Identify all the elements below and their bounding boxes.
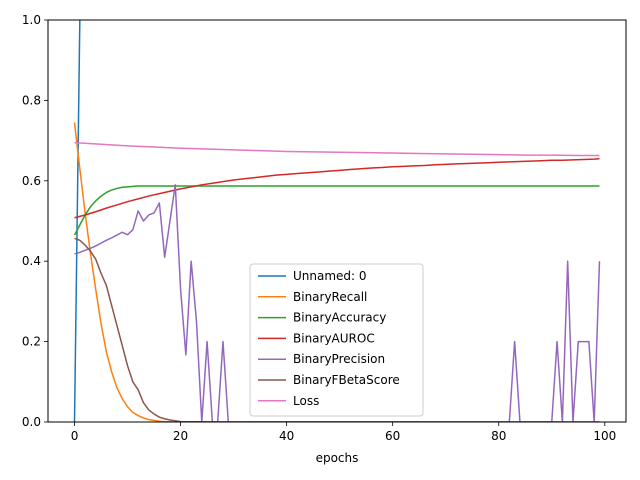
legend-label: BinaryPrecision [293,352,385,366]
series-line-2 [73,185,600,236]
x-tick-label: 20 [173,429,188,443]
series-line-5 [74,237,600,422]
y-tick-label: 1.0 [22,13,41,27]
series-line-6 [74,141,600,157]
legend: Unnamed: 0 BinaryRecall BinaryAccuracy Bina… [249,263,424,417]
x-tick-label: 40 [279,429,294,443]
legend-label: BinaryRecall [293,290,367,304]
legend-label: BinaryFBetaScore [293,373,400,387]
legend-label: BinaryAUROC [293,331,375,345]
x-tick-label: 80 [491,429,506,443]
y-tick-label: 0.4 [22,254,41,268]
series-line-4 [74,184,601,422]
x-axis-label: epochs [316,451,359,465]
y-axis: 0.0 0.2 0.4 0.6 0.8 1.0 [22,13,48,429]
y-tick-label: 0.6 [22,174,41,188]
series-line-3 [74,157,600,219]
x-tick-label: 100 [593,429,616,443]
legend-label: Unnamed: 0 [293,269,367,283]
series-line-1 [73,122,600,422]
legend-label: BinaryAccuracy [293,311,386,325]
legend-box [249,263,424,417]
legend-label: Loss [293,394,319,408]
y-tick-label: 0.0 [22,415,41,429]
y-tick-label: 0.2 [22,335,41,349]
x-axis: 0 20 40 60 80 100 [71,422,616,443]
x-tick-label: 0 [71,429,79,443]
series-layer [73,20,601,422]
x-tick-label: 60 [385,429,400,443]
y-tick-label: 0.8 [22,93,41,107]
plot-area-frame [47,19,627,423]
